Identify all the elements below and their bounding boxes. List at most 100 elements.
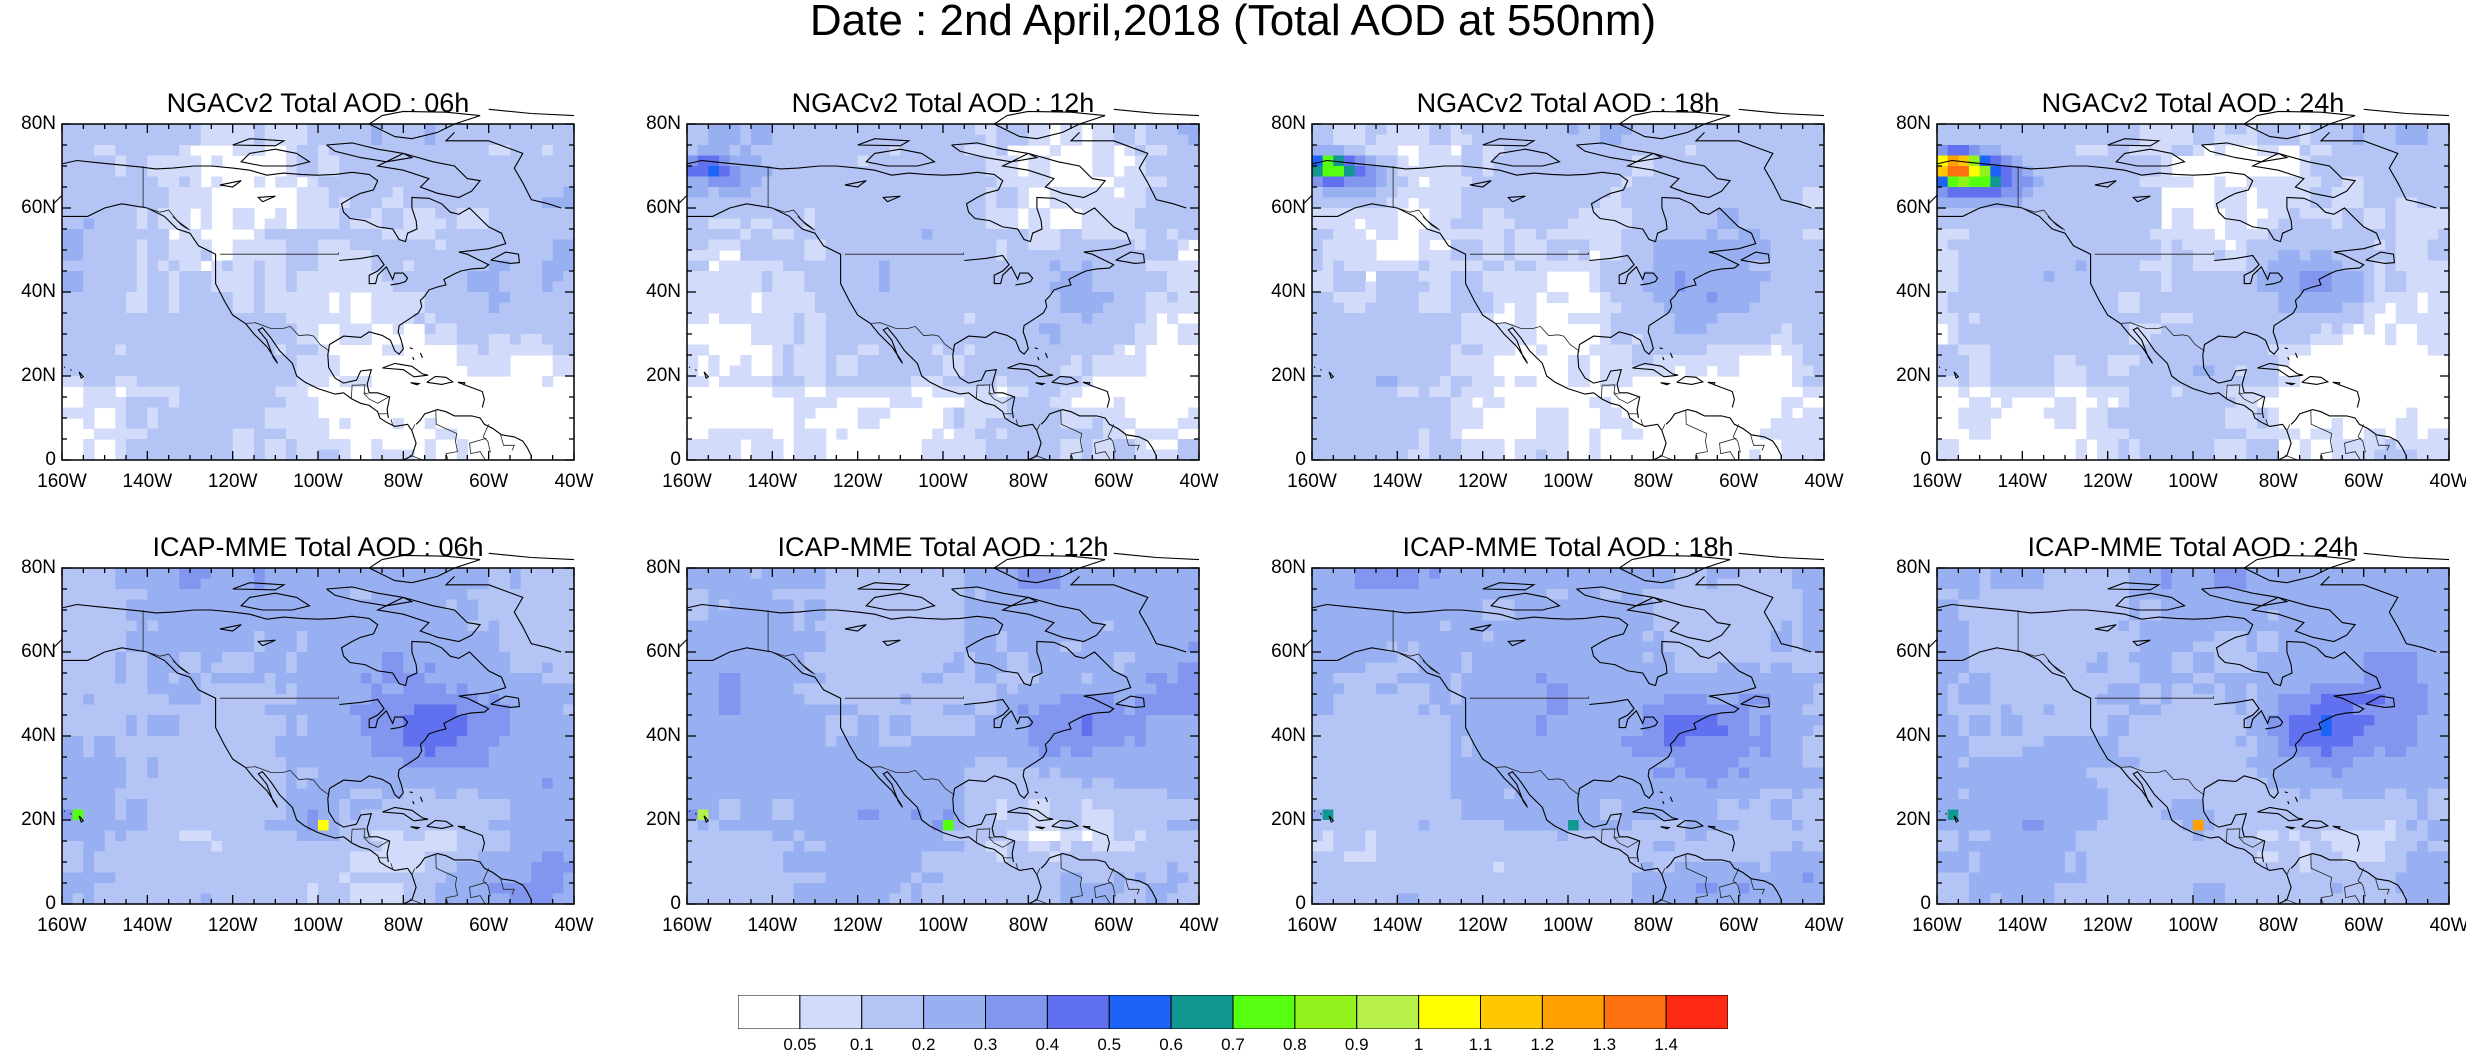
aod-cell: [2299, 271, 2311, 283]
aod-cell: [1039, 418, 1051, 430]
aod-cell: [943, 323, 955, 335]
aod-cell: [1610, 323, 1622, 335]
aod-cell: [2235, 187, 2247, 199]
aod-cell: [1039, 397, 1051, 409]
aod-cell: [1354, 355, 1366, 367]
aod-cell: [488, 292, 500, 304]
aod-cell: [435, 313, 447, 325]
aod-cell: [382, 176, 394, 188]
aod-cell: [2033, 134, 2045, 146]
aod-cell: [836, 134, 848, 146]
aod-cell: [1578, 197, 1590, 209]
aod-cell: [975, 271, 987, 283]
aod-cell: [456, 260, 468, 272]
aod-cell: [697, 197, 709, 209]
aod-cell: [2289, 260, 2301, 272]
aod-cell: [424, 292, 436, 304]
aod-cell: [94, 250, 106, 262]
aod-cell: [1386, 439, 1398, 451]
aod-cell: [857, 134, 869, 146]
aod-cell: [307, 418, 319, 430]
aod-cell: [2129, 271, 2141, 283]
aod-cell: [793, 208, 805, 220]
aod-cell: [1653, 365, 1665, 377]
aod-cell: [1354, 239, 1366, 251]
aod-cell: [1333, 134, 1345, 146]
aod-cell: [1103, 302, 1115, 314]
aod-cell: [996, 218, 1008, 230]
aod-cell: [964, 439, 976, 451]
aod-cell: [889, 218, 901, 230]
aod-cell: [1092, 166, 1104, 178]
aod-cell: [1792, 166, 1804, 178]
aod-cell: [1493, 197, 1505, 209]
aod-cell: [286, 260, 298, 272]
aod-cell: [2321, 271, 2333, 283]
aod-cell: [520, 260, 532, 272]
aod-cell: [2022, 281, 2034, 293]
aod-cell: [456, 155, 468, 167]
aod-cell: [1600, 176, 1612, 188]
aod-cell: [985, 250, 997, 262]
aod-cell: [2054, 281, 2066, 293]
aod-cell: [2395, 271, 2407, 283]
aod-cell: [232, 292, 244, 304]
aod-cell: [751, 166, 763, 178]
aod-cell: [179, 428, 191, 440]
aod-cell: [307, 155, 319, 167]
aod-cell: [1450, 250, 1462, 262]
aod-cell: [729, 449, 741, 461]
aod-cell: [446, 145, 458, 157]
aod-cell: [382, 313, 394, 325]
aod-cell: [307, 260, 319, 272]
aod-cell: [1177, 449, 1189, 461]
aod-cell: [1007, 428, 1019, 440]
aod-cell: [1482, 166, 1494, 178]
aod-cell: [1071, 334, 1083, 346]
aod-cell: [1610, 281, 1622, 293]
aod-cell: [2278, 208, 2290, 220]
aod-cell: [2321, 187, 2333, 199]
aod-cell: [1188, 334, 1200, 346]
aod-cell: [804, 428, 816, 440]
aod-cell: [1344, 323, 1356, 335]
aod-cell: [2427, 176, 2439, 188]
aod-cell: [1937, 218, 1949, 230]
aod-cell: [825, 302, 837, 314]
aod-cell: [1092, 292, 1104, 304]
aod-cell: [889, 355, 901, 367]
aod-cell: [943, 176, 955, 188]
aod-cell: [900, 323, 912, 335]
aod-cell: [1947, 271, 1959, 283]
aod-cell: [104, 323, 116, 335]
aod-cell: [1979, 187, 1991, 199]
lat-tick-label: 60N: [646, 197, 681, 218]
aod-cell: [687, 292, 699, 304]
aod-cell: [1386, 386, 1398, 398]
aod-cell: [403, 260, 415, 272]
aod-cell: [254, 124, 266, 136]
aod-cell: [392, 134, 404, 146]
aod-cell: [815, 239, 827, 251]
aod-cell: [740, 271, 752, 283]
aod-cell: [360, 166, 372, 178]
aod-cell: [2043, 271, 2055, 283]
aod-cell: [2043, 229, 2055, 241]
aod-cell: [72, 365, 84, 377]
aod-cell: [424, 176, 436, 188]
aod-cell: [1685, 271, 1697, 283]
aod-cell: [1135, 197, 1147, 209]
aod-cell: [943, 302, 955, 314]
aod-cell: [94, 355, 106, 367]
aod-cell: [687, 365, 699, 377]
aod-cell: [2299, 134, 2311, 146]
aod-cell: [964, 407, 976, 419]
coastline: [488, 108, 575, 117]
aod-cell: [857, 176, 869, 188]
aod-cell: [1979, 302, 1991, 314]
aod-cell: [1167, 155, 1179, 167]
aod-cell: [1386, 187, 1398, 199]
aod-cell: [1028, 439, 1040, 451]
coastline: [1469, 180, 1492, 188]
aod-cell: [1429, 134, 1441, 146]
